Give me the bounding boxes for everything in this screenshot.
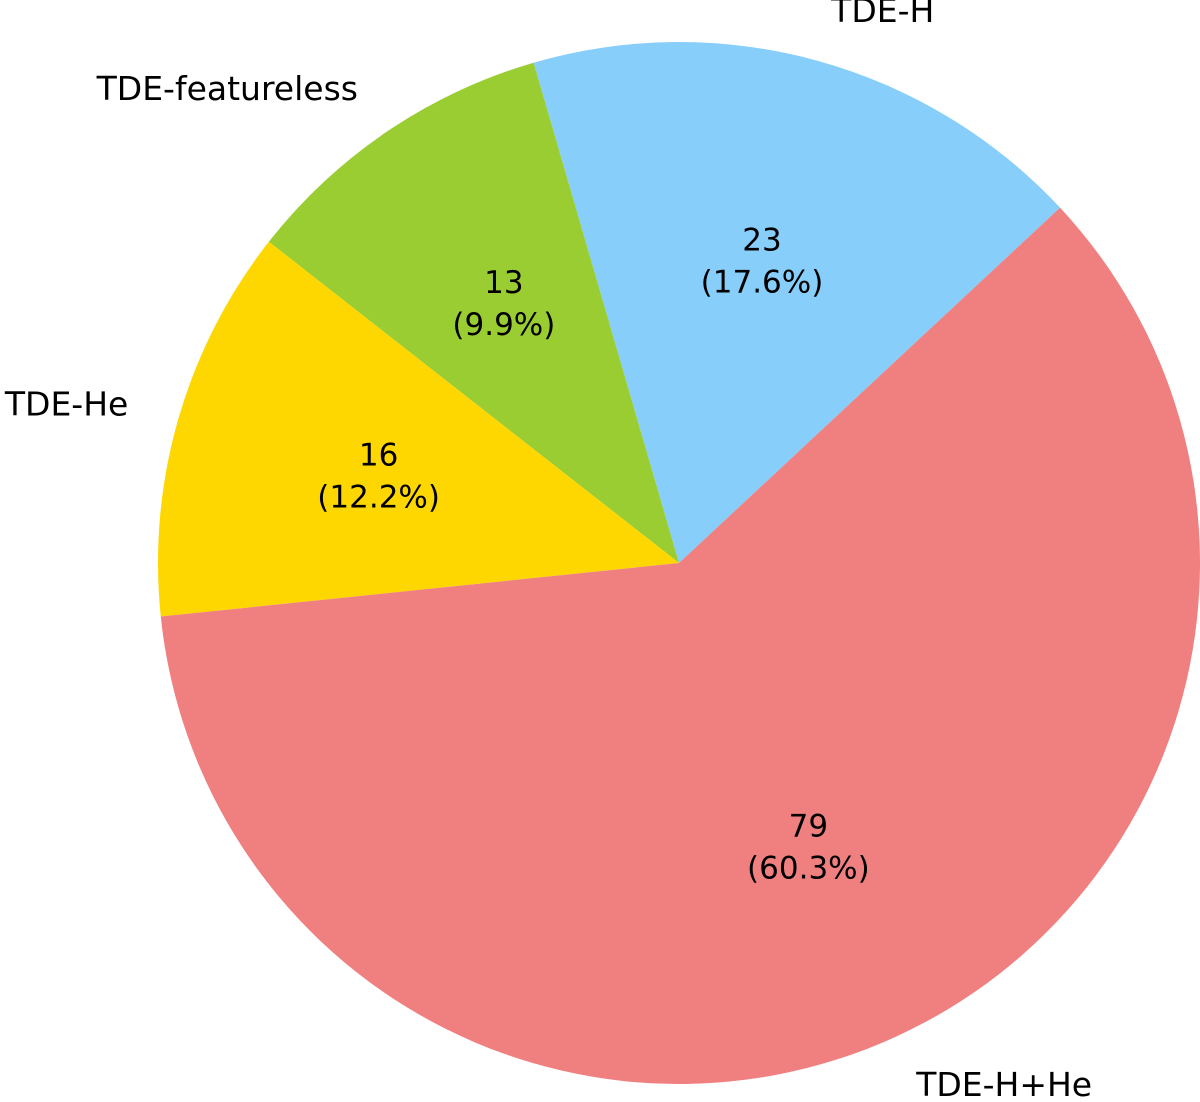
slice-percent-tde-he: (12.2%)	[317, 479, 440, 515]
slice-label-tde-h: TDE-H	[830, 0, 934, 30]
slice-label-tde-featureless: TDE-featureless	[96, 69, 358, 108]
pie-labels: TDE-H 23 (17.6%) TDE-featureless 13 (9.9%) TDE…	[4, 0, 1092, 1102]
slice-count-tde-h: 23	[742, 223, 781, 259]
pie-slices	[158, 41, 1200, 1084]
slice-count-tde-h-he: 79	[789, 809, 828, 845]
slice-percent-tde-featureless: (9.9%)	[452, 307, 555, 343]
slice-percent-tde-h-he: (60.3%)	[747, 851, 870, 887]
slice-count-tde-he: 16	[359, 437, 398, 473]
pie-slice-tde-h-he	[160, 207, 1200, 1084]
pie-slice-tde-he	[158, 241, 680, 617]
slice-percent-tde-h: (17.6%)	[701, 265, 824, 301]
pie-slice-tde-featureless	[268, 62, 679, 563]
pie-slice-tde-h	[533, 41, 1061, 563]
slice-count-tde-featureless: 13	[484, 265, 523, 301]
slice-label-tde-he: TDE-He	[4, 385, 128, 424]
slice-label-tde-h-he: TDE-H+He	[915, 1065, 1092, 1102]
